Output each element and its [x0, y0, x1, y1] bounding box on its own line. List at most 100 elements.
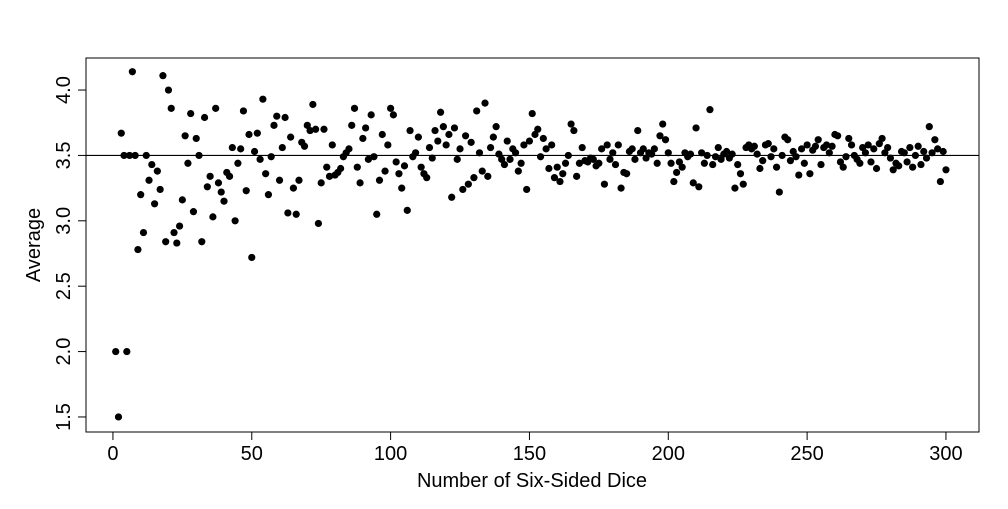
data-point [156, 185, 164, 194]
data-point [734, 160, 742, 169]
data-point [764, 140, 772, 148]
data-point [589, 155, 597, 163]
data-point [473, 107, 481, 115]
data-point [436, 108, 445, 116]
data-point [234, 159, 242, 167]
data-point [317, 179, 325, 187]
data-point [228, 143, 236, 152]
data-point [864, 141, 872, 149]
data-point [142, 151, 150, 160]
data-point [700, 159, 708, 167]
data-point [248, 253, 256, 262]
y-tick-label: 3.0 [53, 207, 75, 235]
data-point [378, 130, 386, 139]
data-point [870, 145, 878, 153]
data-point [659, 120, 667, 128]
data-point [281, 113, 289, 122]
data-point [359, 134, 367, 143]
data-point [162, 238, 170, 246]
data-point [542, 145, 550, 153]
data-point [698, 149, 706, 157]
data-point [295, 176, 303, 184]
data-point [417, 163, 425, 171]
data-point [528, 109, 536, 118]
data-point [575, 159, 584, 167]
data-point [814, 136, 822, 144]
data-point [120, 151, 128, 160]
data-point [403, 206, 411, 214]
data-point [523, 185, 531, 194]
data-point [889, 166, 897, 174]
data-point [398, 184, 406, 192]
data-point [536, 153, 545, 161]
data-point [470, 174, 478, 182]
data-point [239, 107, 248, 115]
data-point [678, 163, 686, 171]
data-point [114, 413, 123, 421]
data-point [267, 153, 275, 161]
data-point [242, 187, 250, 195]
data-point [653, 159, 661, 167]
data-point [356, 179, 364, 187]
data-point [300, 142, 309, 150]
y-tick-label: 2.0 [53, 338, 75, 366]
data-point [464, 180, 472, 188]
data-point [884, 143, 892, 152]
data-point [370, 153, 378, 161]
data-point [917, 160, 925, 169]
data-point [309, 100, 317, 109]
data-point [942, 166, 950, 174]
data-point [217, 188, 225, 196]
data-point [203, 183, 211, 191]
data-point [817, 160, 825, 169]
data-point [906, 143, 914, 152]
data-point [842, 153, 850, 161]
data-point [728, 150, 736, 158]
data-point [931, 136, 939, 144]
data-point [614, 141, 622, 149]
data-point [481, 99, 489, 107]
data-point [117, 129, 125, 137]
data-point [895, 162, 903, 170]
data-point [825, 149, 833, 157]
data-point [406, 126, 414, 135]
data-point [517, 159, 525, 167]
data-point [886, 154, 895, 162]
data-point [428, 154, 436, 162]
data-point [861, 149, 870, 157]
data-point [811, 142, 820, 150]
data-point [797, 145, 806, 153]
data-point [400, 162, 409, 170]
data-point [750, 142, 758, 150]
data-point [198, 238, 206, 246]
data-point [759, 157, 767, 165]
data-point [145, 176, 153, 184]
data-point [125, 151, 134, 160]
data-point [231, 217, 239, 225]
data-point [822, 141, 831, 149]
data-point [778, 151, 786, 160]
data-point [167, 104, 175, 112]
data-point [939, 147, 947, 156]
data-point [803, 141, 811, 149]
data-point [492, 123, 500, 131]
data-point [256, 155, 264, 163]
data-point [667, 159, 675, 167]
data-point [628, 145, 636, 153]
data-point [456, 145, 464, 153]
data-point [348, 121, 356, 129]
data-point [209, 213, 217, 221]
data-point [686, 150, 695, 158]
data-point [392, 158, 400, 166]
data-point [325, 172, 334, 180]
data-point [287, 133, 295, 141]
data-point [834, 132, 842, 140]
data-point [878, 134, 886, 143]
data-point [131, 151, 139, 160]
data-point [431, 126, 439, 135]
data-point [195, 151, 203, 160]
data-point [292, 210, 300, 218]
data-point [373, 210, 381, 218]
data-point [164, 86, 173, 94]
